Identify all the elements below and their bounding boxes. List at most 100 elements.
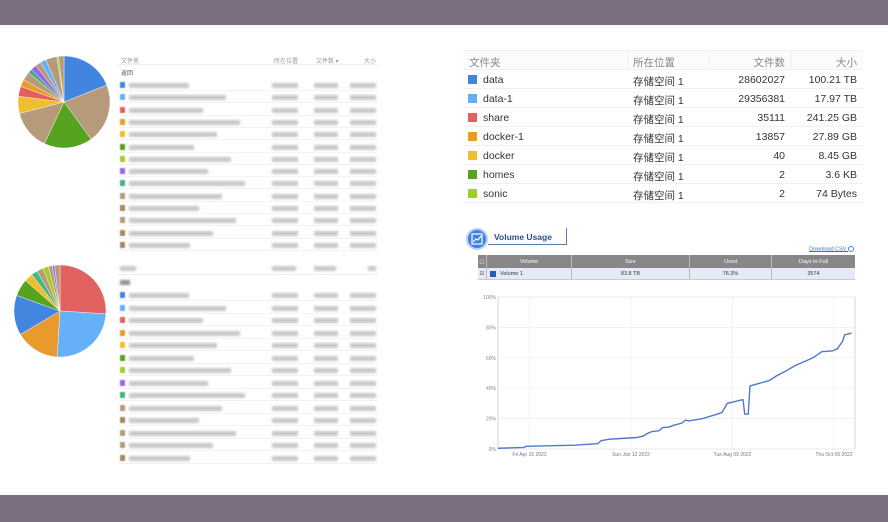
data-point [837,348,838,349]
pie-chart-top [17,55,111,149]
table-row[interactable] [118,315,378,326]
col-size[interactable]: 大小 [836,57,857,69]
table-row[interactable] [118,228,378,239]
table-row[interactable]: share 存储空间 1 35111 241.25 GB [463,108,863,127]
data-point [784,371,786,372]
data-point [851,332,852,334]
data-point [744,413,746,415]
download-icon [848,246,854,252]
folder-name: data [483,74,504,86]
table-row[interactable] [118,142,378,153]
table-row[interactable] [118,390,378,401]
table-row[interactable] [118,290,378,301]
table-row[interactable]: docker-1 存储空间 1 13857 27.89 GB [463,127,863,146]
table-row[interactable] [118,129,378,141]
folder-size: 3.6 KB [825,169,857,181]
col-folder[interactable]: 文件夹 [121,59,140,65]
pie-slice[interactable] [54,264,61,312]
table-row[interactable] [118,415,378,426]
top-frame-bar [0,0,888,25]
table-row[interactable] [118,340,378,351]
back-link[interactable]: 返回 [121,71,134,77]
folder-file-count: 29356381 [738,93,785,105]
table-row[interactable] [118,453,378,464]
table-row[interactable] [118,328,378,339]
volume-used: 76.3% [690,268,772,279]
col-size: Size [572,255,690,268]
table-row[interactable] [118,92,378,104]
col-location[interactable]: 所在位置 [633,57,675,69]
table-row[interactable] [118,203,378,214]
table-row[interactable] [118,353,378,364]
col-files[interactable]: 文件数 ▾ [316,59,339,65]
data-point [684,419,686,421]
col-volume: Volume [487,255,572,268]
data-point [523,447,525,448]
select-all-checkbox[interactable]: ▢ [478,255,487,268]
pie-slice[interactable] [59,264,107,315]
table-row[interactable] [118,191,378,202]
download-csv-link[interactable]: Download CSV [809,246,854,252]
table-row[interactable]: sonic 存储空间 1 2 74 Bytes [463,184,863,203]
x-tick-label: Fri Apr 15 2022 [512,452,546,458]
table-row[interactable]: homes 存储空间 1 2 3.6 KB [463,165,863,184]
data-point [681,422,683,424]
col-size[interactable]: 大小 [363,59,376,65]
folder-size: 8.45 GB [818,150,857,162]
col-files[interactable]: 文件数 [753,57,786,69]
data-point [642,435,644,437]
table-row[interactable] [118,428,378,439]
folder-color-swatch [468,113,477,122]
pie-slice[interactable] [58,55,65,103]
folder-color-swatch [468,132,477,141]
table-header: 文件夹 所在位置 文件数 大小 [463,50,863,70]
pie-slice[interactable] [63,84,111,140]
col-location[interactable]: 所在位置 [274,59,299,65]
table-row[interactable]: data 存储空间 1 28602027 100.21 TB [463,70,863,89]
data-point [672,425,674,426]
folder-size: 27.89 GB [812,131,857,143]
table-row[interactable] [118,378,378,389]
table-row[interactable] [118,365,378,376]
table-header-blurred [118,263,378,275]
pie-slice[interactable] [63,55,108,103]
volume-checkbox[interactable]: ☑ [478,268,487,279]
data-point [714,414,716,416]
volume-days-to-full: 3574 [807,270,820,277]
table-row[interactable] [118,240,378,251]
table-row[interactable] [118,215,378,227]
folder-location: 存储空间 1 [633,133,684,145]
data-point [585,444,586,445]
table-row[interactable] [118,80,378,91]
data-point [669,426,670,428]
data-point [747,413,749,415]
table-row[interactable] [118,105,378,116]
volume-row[interactable]: ☑ Volume 1 83.8 TB 76.3% 3574 [478,268,855,280]
folder-location: 存储空间 1 [633,171,684,183]
table-row[interactable] [118,154,378,165]
data-point [842,340,844,342]
data-point [749,385,751,387]
folder-color-swatch [468,189,477,198]
folder-file-count: 28602027 [738,74,785,86]
table-row[interactable] [118,303,378,314]
table-row[interactable] [118,403,378,414]
pie-slice[interactable] [56,310,107,358]
pie-slice[interactable] [44,101,92,149]
table-row[interactable] [118,440,378,451]
table-row[interactable] [118,166,378,178]
col-folder[interactable]: 文件夹 [469,57,501,69]
data-point [688,420,690,422]
folder-color-swatch [468,75,477,84]
table-row[interactable]: data-1 存储空间 1 29356381 17.97 TB [463,89,863,108]
data-point [658,430,660,432]
data-point [775,375,777,377]
table-row[interactable] [118,178,378,190]
col-days-to-full: Days to Full [798,258,829,265]
x-tick-label: Tue Aug 09 2022 [714,452,752,458]
col-used: Used [690,255,772,268]
y-tick-label: 60% [486,356,497,362]
table-row[interactable]: docker 存储空间 1 40 8.45 GB [463,146,863,165]
folder-name: docker-1 [483,131,524,143]
table-row[interactable] [118,117,378,128]
